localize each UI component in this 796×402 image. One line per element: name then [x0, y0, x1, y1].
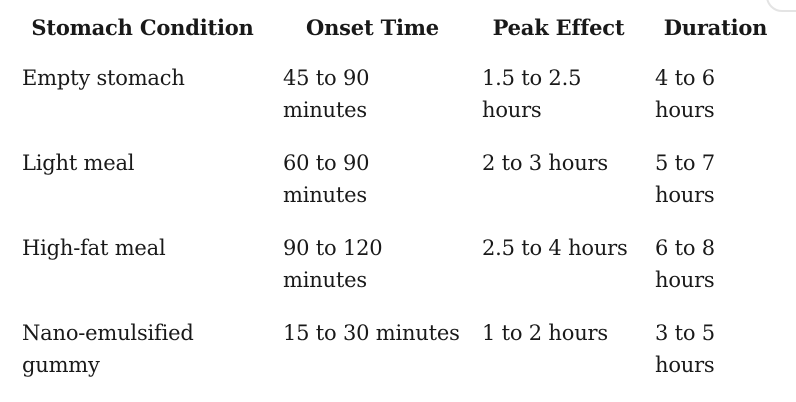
- cell-peak-effect: 2 to 3 hours: [482, 151, 608, 175]
- table-row: Empty stomach 45 to 90 minutes 1.5 to 2.…: [22, 62, 796, 126]
- cell-duration: 5 to 7 hours: [655, 151, 715, 207]
- cell-condition: Light meal: [22, 151, 135, 175]
- cell-peak-effect: 2.5 to 4 hours: [482, 236, 628, 260]
- cell-onset-time: 45 to 90 minutes: [283, 66, 370, 122]
- cell-condition: Nano-emulsified gummy: [22, 321, 194, 377]
- cell-condition: Empty stomach: [22, 66, 185, 90]
- column-header-duration: Duration: [663, 15, 768, 40]
- cell-onset-time: 15 to 30 minutes: [283, 321, 460, 345]
- cell-peak-effect: 1 to 2 hours: [482, 321, 608, 345]
- table-header-row: Stomach Condition Onset Time Peak Effect…: [22, 12, 796, 44]
- cell-duration: 6 to 8 hours: [655, 236, 715, 292]
- table-row: High-fat meal 90 to 120 minutes 2.5 to 4…: [22, 232, 796, 296]
- cell-onset-time: 60 to 90 minutes: [283, 151, 370, 207]
- column-header-onset-time: Onset Time: [306, 15, 439, 40]
- onset-comparison-table: Stomach Condition Onset Time Peak Effect…: [22, 12, 796, 381]
- cell-condition: High-fat meal: [22, 236, 166, 260]
- cell-onset-time: 90 to 120 minutes: [283, 236, 383, 292]
- column-header-peak-effect: Peak Effect: [492, 15, 625, 40]
- cell-duration: 4 to 6 hours: [655, 66, 715, 122]
- cell-peak-effect: 1.5 to 2.5 hours: [482, 66, 582, 122]
- table-row: Nano-emulsified gummy 15 to 30 minutes 1…: [22, 317, 796, 381]
- column-header-stomach-condition: Stomach Condition: [31, 15, 254, 40]
- table-row: Light meal 60 to 90 minutes 2 to 3 hours…: [22, 147, 796, 211]
- cell-duration: 3 to 5 hours: [655, 321, 715, 377]
